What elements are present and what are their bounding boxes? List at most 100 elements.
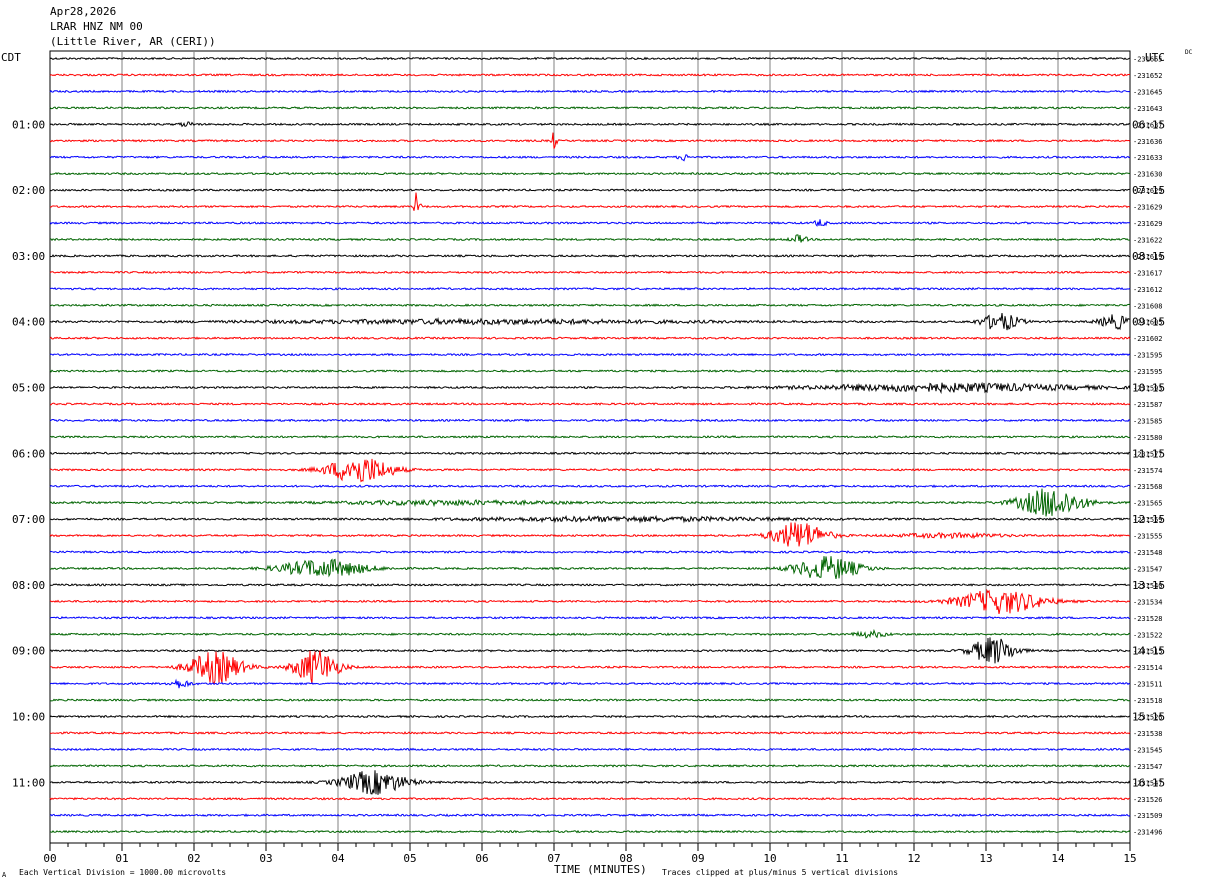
dc-offset-label: -231595 <box>1133 352 1163 360</box>
left-hour-label: 04:00 <box>12 316 45 329</box>
dc-offset-label: -231547 <box>1133 779 1163 787</box>
trace-row-10 <box>49 219 1131 227</box>
x-tick-label: 14 <box>1051 852 1065 865</box>
x-tick-label: 06 <box>475 852 488 865</box>
dc-offset-label: -231645 <box>1133 88 1163 96</box>
x-tick-label: 10 <box>763 852 776 865</box>
x-tick-label: 13 <box>979 852 992 865</box>
dc-offset-label: -231568 <box>1133 483 1163 491</box>
dc-offset-label: -231511 <box>1133 681 1163 689</box>
left-hour-label: 06:00 <box>12 447 45 460</box>
x-tick-label: 05 <box>403 852 416 865</box>
dc-offset-label: -231585 <box>1133 417 1163 425</box>
dc-offset-label: -231526 <box>1133 714 1163 722</box>
right-hour-label: 07:15 <box>1132 184 1165 197</box>
dc-offset-label: -231515 <box>1133 648 1163 656</box>
trace-row-32 <box>49 583 1131 587</box>
right-hour-label: 09:15 <box>1132 316 1165 329</box>
left-hour-label: 11:00 <box>12 776 45 789</box>
station-label: LRAR HNZ NM 00 <box>50 20 143 33</box>
trace-row-5 <box>49 132 1131 149</box>
dc-offset-label: -231622 <box>1133 236 1163 244</box>
trace-row-39 <box>49 698 1131 702</box>
x-tick-label: 15 <box>1123 852 1136 865</box>
dc-offset-label: -231633 <box>1133 154 1163 162</box>
dc-offset-label: -231602 <box>1133 335 1163 343</box>
dc-offset-label: -231593 <box>1133 385 1163 393</box>
right-hour-label: 10:15 <box>1132 382 1165 395</box>
dc-label: DC <box>1185 49 1193 56</box>
dc-offset-label: -231595 <box>1133 368 1163 376</box>
dc-offset-label: -231547 <box>1133 763 1163 771</box>
dc-offset-label: -231545 <box>1133 746 1163 754</box>
trace-row-4 <box>49 121 1131 128</box>
dc-offset-label: -231528 <box>1133 615 1163 623</box>
dc-offset-label: -231612 <box>1133 286 1163 294</box>
trace-row-22 <box>49 418 1131 423</box>
trace-row-35 <box>49 628 1131 639</box>
trace-row-36 <box>49 637 1131 664</box>
trace-row-31 <box>49 556 1131 579</box>
trace-row-15 <box>49 303 1131 308</box>
trace-row-29 <box>49 522 1131 547</box>
x-tick-label: 02 <box>187 852 200 865</box>
trace-row-33 <box>49 588 1131 614</box>
trace-row-20 <box>49 381 1131 395</box>
x-tick-label: 09 <box>691 852 704 865</box>
right-hour-label: 08:15 <box>1132 250 1165 263</box>
dc-offset-label: -231643 <box>1133 105 1163 113</box>
dc-offset-label: -231559 <box>1133 516 1163 524</box>
dc-offset-label: -231636 <box>1133 138 1163 146</box>
left-hour-label: 02:00 <box>12 184 45 197</box>
dc-offset-label: -231608 <box>1133 302 1163 310</box>
trace-row-37 <box>49 650 1131 686</box>
left-hour-label: 01:00 <box>12 118 45 131</box>
trace-row-9 <box>49 192 1131 211</box>
trace-row-47 <box>49 829 1131 834</box>
trace-row-7 <box>49 171 1131 176</box>
left-hour-label: 07:00 <box>12 513 45 526</box>
right-hour-label: 16:15 <box>1132 776 1165 789</box>
right-hour-label: 13:15 <box>1132 579 1165 592</box>
x-tick-label: 01 <box>115 852 128 865</box>
trace-row-34 <box>49 615 1131 620</box>
trace-row-27 <box>49 488 1131 517</box>
x-axis-title: TIME (MINUTES) <box>554 863 647 876</box>
scale-note: Each Vertical Division = 1000.00 microvo… <box>19 868 227 877</box>
trace-row-44 <box>49 770 1131 795</box>
trace-row-38 <box>49 678 1131 689</box>
trace-row-8 <box>49 188 1130 192</box>
trace-row-28 <box>50 514 1131 524</box>
right-timezone-label: UTC <box>1145 51 1165 64</box>
left-hour-label: 03:00 <box>12 250 45 263</box>
trace-row-18 <box>49 352 1131 357</box>
left-timezone-label: CDT <box>1 51 21 64</box>
right-hour-label: 11:15 <box>1132 447 1165 460</box>
dc-offset-label: -231587 <box>1133 401 1163 409</box>
right-hour-label: 12:15 <box>1132 513 1165 526</box>
trace-row-23 <box>49 435 1131 439</box>
trace-row-11 <box>49 234 1131 243</box>
trace-row-45 <box>49 796 1131 801</box>
x-tick-label: 08 <box>619 852 632 865</box>
trace-row-41 <box>49 731 1131 735</box>
dc-offset-label: -231637 <box>1133 121 1163 129</box>
dc-offset-label: -231652 <box>1133 72 1163 80</box>
date-label: Apr28,2026 <box>50 5 117 18</box>
dc-offset-label: -231574 <box>1133 467 1163 475</box>
trace-row-42 <box>49 747 1130 752</box>
trace-row-43 <box>49 764 1131 768</box>
dc-offset-label: -231629 <box>1133 220 1163 228</box>
dc-offset-label: -231547 <box>1133 565 1163 573</box>
corner-mark: A <box>2 871 7 879</box>
x-tick-label: 00 <box>43 852 56 865</box>
dc-offset-label: -231565 <box>1133 500 1163 508</box>
trace-row-2 <box>49 89 1131 94</box>
dc-offset-label: -231577 <box>1133 450 1163 458</box>
dc-offset-label: -231580 <box>1133 434 1163 442</box>
dc-offset-label: -231540 <box>1133 582 1163 590</box>
trace-row-40 <box>49 714 1131 719</box>
dc-offset-label: -231548 <box>1133 549 1163 557</box>
trace-row-14 <box>49 287 1131 291</box>
